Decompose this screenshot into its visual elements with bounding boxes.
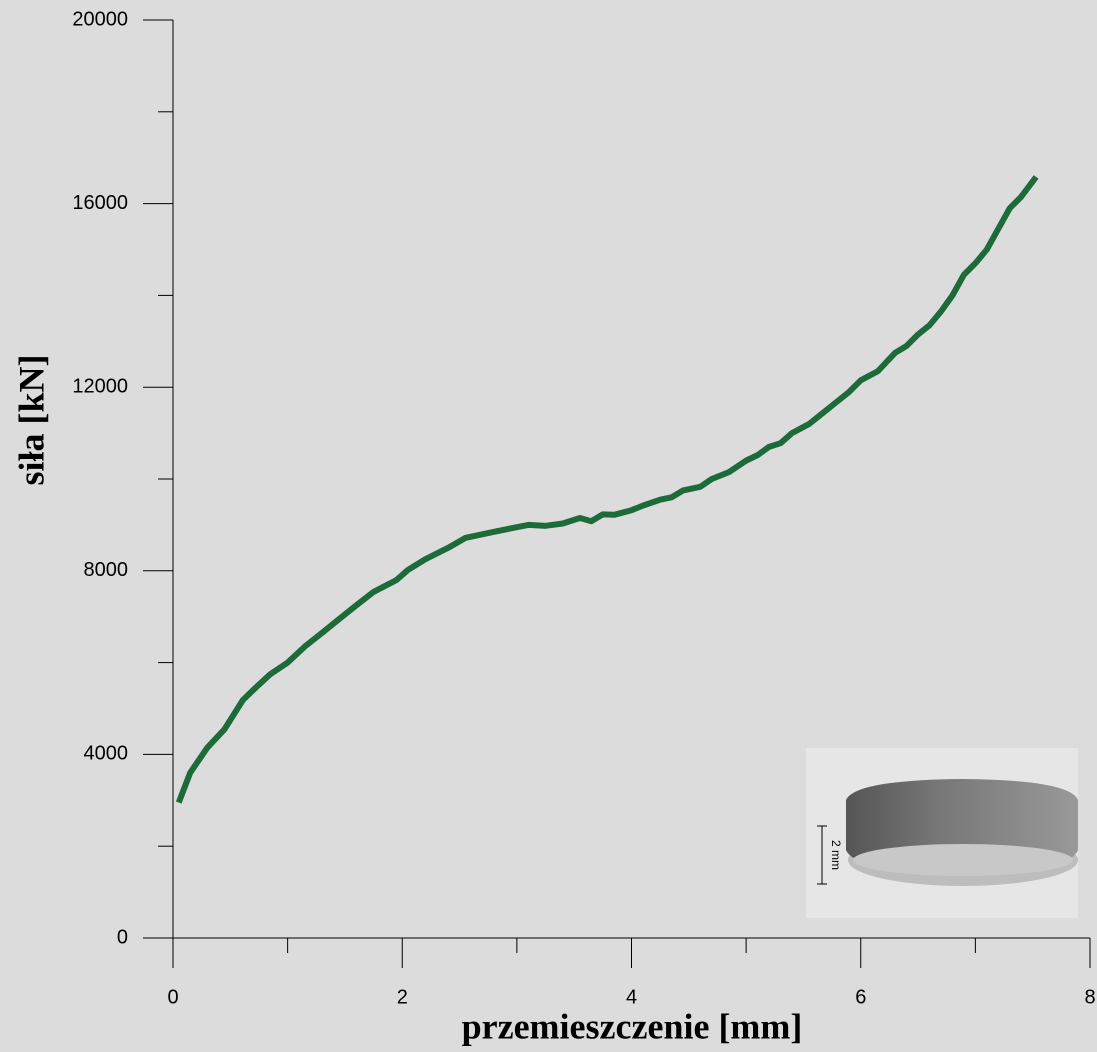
x-tick-label: 0: [167, 986, 178, 1008]
y-tick-label: 8000: [84, 559, 129, 581]
data-line: [179, 177, 1036, 803]
chart: 2 mm przemieszczenie [mm] siła [kN] 0 400…: [0, 0, 1097, 1052]
y-tick-label: 12000: [72, 375, 128, 397]
y-axis-title: siła [kN]: [11, 354, 51, 485]
x-tick-label: 2: [397, 986, 408, 1008]
y-tick-label: 16000: [72, 192, 128, 214]
y-tick-label: 20000: [72, 8, 128, 30]
y-tick-label: 4000: [84, 743, 129, 765]
x-tick-label: 4: [626, 986, 637, 1008]
inset-photo: 2 mm: [806, 748, 1078, 918]
x-axis-title: przemieszczenie [mm]: [462, 1006, 803, 1046]
page: 2 mm przemieszczenie [mm] siła [kN] 0 400…: [0, 0, 1097, 1052]
x-tick-label: 6: [855, 986, 866, 1008]
inset-scale-label: 2 mm: [829, 840, 843, 870]
x-tick-label: 8: [1084, 986, 1095, 1008]
y-tick-label: 0: [117, 926, 128, 948]
